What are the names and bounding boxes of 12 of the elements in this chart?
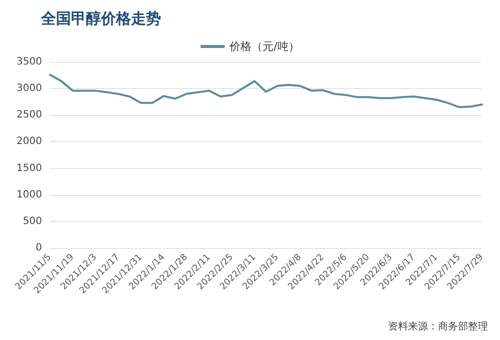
legend-label: 价格（元/吨） [228, 40, 300, 53]
y-tick-label: 3500 [16, 56, 42, 68]
y-tick-label: 1000 [16, 189, 42, 200]
line-series [49, 74, 483, 108]
y-tick-label: 1500 [16, 162, 42, 174]
y-tick-label: 2000 [16, 136, 42, 148]
chart-title: 全国甲醇价格走势 [40, 10, 161, 28]
text: 资料来源：商务部整理 [388, 320, 488, 332]
y-tick-label: 2500 [16, 110, 42, 121]
y-tick-label: 500 [22, 216, 42, 227]
y-tick-label: 3000 [16, 83, 42, 94]
y-tick-label: 0 [36, 242, 42, 254]
